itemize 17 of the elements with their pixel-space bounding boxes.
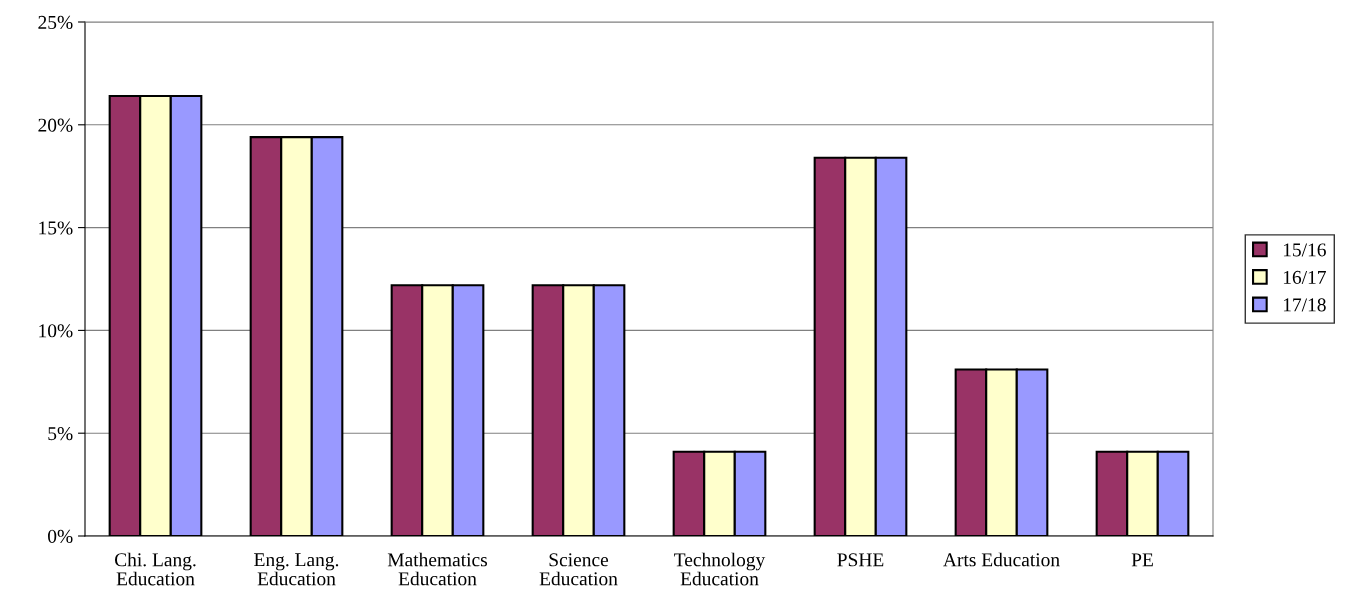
x-tick-label: PSHE (837, 553, 884, 567)
x-tick-label: Arts Education (943, 552, 1060, 567)
x-tick-label: Technology Education (674, 552, 766, 586)
x-tick-label: Chi. Lang. Education (114, 552, 196, 586)
x-tick-label: Mathematics Education (387, 552, 488, 586)
legend-label: 17/18 (1283, 298, 1326, 312)
y-tick-label: 5% (48, 427, 73, 441)
legend-label: 16/17 (1283, 270, 1326, 284)
y-tick-label: 0% (48, 529, 73, 543)
y-tick-label: 15% (39, 221, 73, 235)
x-tick-label: PE (1131, 553, 1153, 567)
y-tick-label: 25% (38, 15, 73, 29)
legend-label: 15/16 (1283, 243, 1326, 257)
x-tick-label: Eng. Lang. Education (254, 553, 339, 586)
y-tick-label: 20% (38, 118, 73, 132)
y-tick-label: 10% (39, 324, 73, 338)
x-tick-label: Science Education (539, 553, 618, 586)
